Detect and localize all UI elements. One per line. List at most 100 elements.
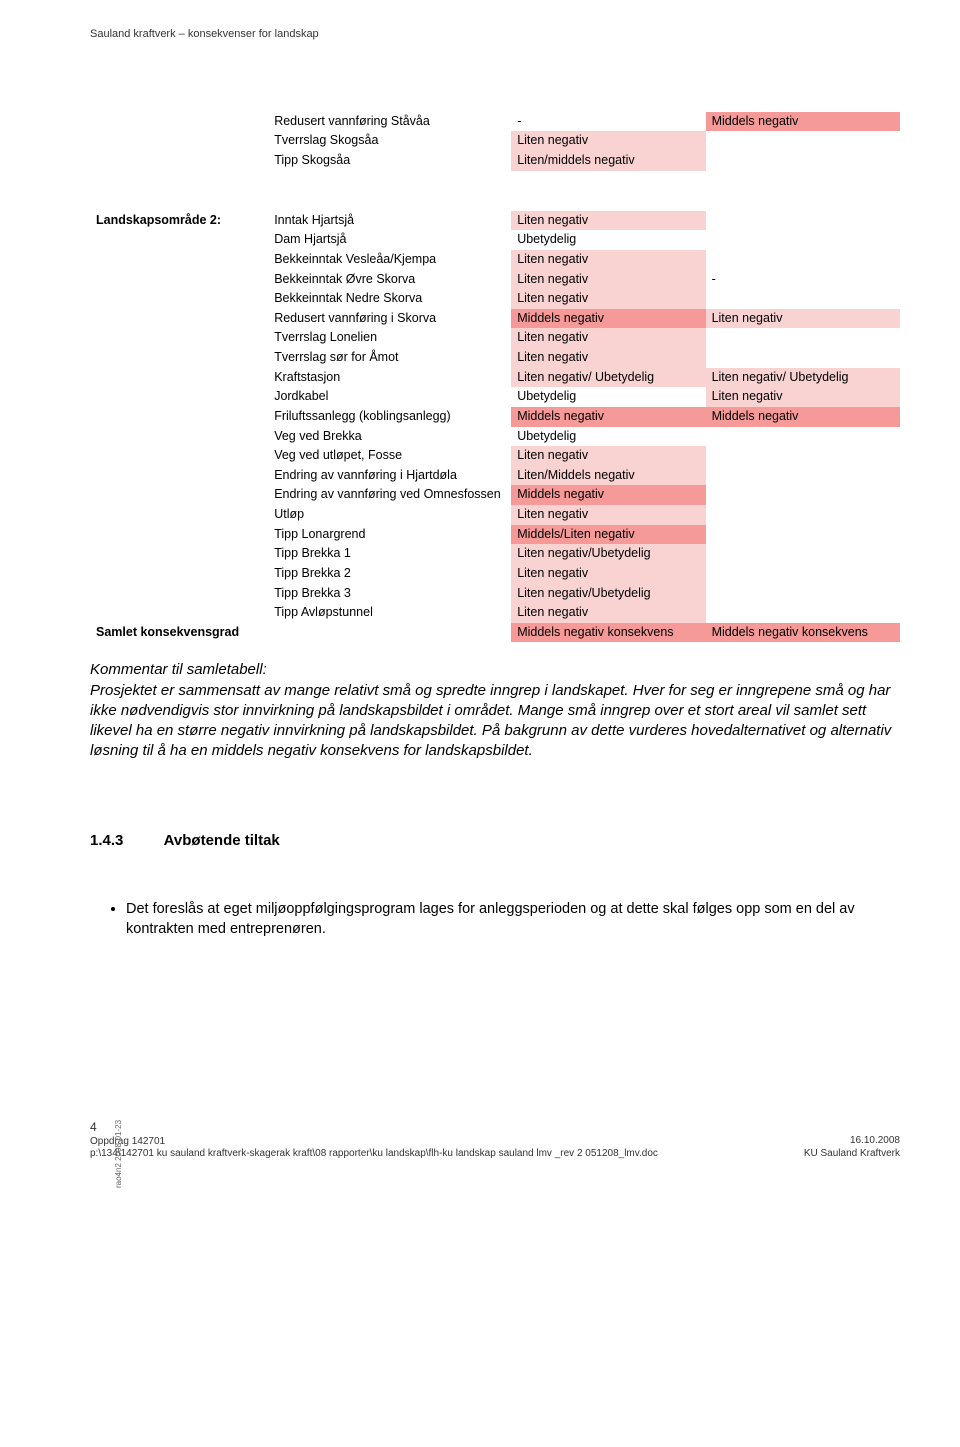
cell-label: Samlet konsekvensgrad bbox=[90, 623, 268, 643]
table-row: Tipp Brekka 3Liten negativ/Ubetydelig bbox=[90, 584, 900, 604]
cell-item: Tipp Brekka 1 bbox=[268, 544, 511, 564]
cell-item: Bekkeinntak Øvre Skorva bbox=[268, 270, 511, 290]
table-row: Bekkeinntak Vesleåa/KjempaLiten negativ bbox=[90, 250, 900, 270]
cell-value-main: Liten negativ/Ubetydelig bbox=[511, 584, 705, 604]
cell-item: Redusert vannføring i Skorva bbox=[268, 309, 511, 329]
cell-label bbox=[90, 250, 268, 270]
table-1: Redusert vannføring Ståvåa-Middels negat… bbox=[90, 112, 900, 171]
section-title: Avbøtende tiltak bbox=[164, 832, 280, 849]
table-row: Tipp LonargrendMiddels/Liten negativ bbox=[90, 525, 900, 545]
table-row: Bekkeinntak Øvre SkorvaLiten negativ- bbox=[90, 270, 900, 290]
cell-item: Endring av vannføring ved Omnesfossen bbox=[268, 485, 511, 505]
page-header: Sauland kraftverk – konsekvenser for lan… bbox=[90, 28, 900, 42]
cell-value-main: Middels negativ bbox=[511, 309, 705, 329]
commentary-lead: Kommentar til samletabell: bbox=[90, 661, 267, 678]
cell-value-alt bbox=[706, 348, 900, 368]
cell-label bbox=[90, 368, 268, 388]
cell-label: Landskapsområde 2: bbox=[90, 211, 268, 231]
commentary-body: Prosjektet er sammensatt av mange relati… bbox=[90, 682, 891, 760]
table-2: Landskapsområde 2:Inntak HjartsjåLiten n… bbox=[90, 211, 900, 643]
cell-value-main: Liten negativ bbox=[511, 211, 705, 231]
cell-label bbox=[90, 289, 268, 309]
table-row: Tipp Brekka 1Liten negativ/Ubetydelig bbox=[90, 544, 900, 564]
cell-item: Dam Hjartsjå bbox=[268, 230, 511, 250]
cell-value-alt: - bbox=[706, 270, 900, 290]
page-footer: 4 Oppdrag 142701 p:\134\142701 ku saulan… bbox=[90, 1120, 900, 1160]
cell-item: Bekkeinntak Nedre Skorva bbox=[268, 289, 511, 309]
cell-label bbox=[90, 427, 268, 447]
cell-label bbox=[90, 387, 268, 407]
cell-label bbox=[90, 348, 268, 368]
cell-value-alt: Liten negativ/ Ubetydelig bbox=[706, 368, 900, 388]
cell-value-alt bbox=[706, 525, 900, 545]
cell-value-main: Middels negativ konsekvens bbox=[511, 623, 705, 643]
table-row: Tverrslag LonelienLiten negativ bbox=[90, 328, 900, 348]
table-row: KraftstasjonLiten negativ/ UbetydeligLit… bbox=[90, 368, 900, 388]
cell-item: Utløp bbox=[268, 505, 511, 525]
cell-value-main: Middels negativ bbox=[511, 407, 705, 427]
cell-item: Veg ved Brekka bbox=[268, 427, 511, 447]
cell-label bbox=[90, 525, 268, 545]
cell-value-alt bbox=[706, 505, 900, 525]
cell-value-alt bbox=[706, 544, 900, 564]
cell-value-alt bbox=[706, 584, 900, 604]
table-row: Tipp AvløpstunnelLiten negativ bbox=[90, 603, 900, 623]
table-row: Dam HjartsjåUbetydelig bbox=[90, 230, 900, 250]
cell-label bbox=[90, 309, 268, 329]
cell-value-main: Ubetydelig bbox=[511, 387, 705, 407]
cell-label bbox=[90, 544, 268, 564]
cell-item: Kraftstasjon bbox=[268, 368, 511, 388]
cell-item: Tverrslag Lonelien bbox=[268, 328, 511, 348]
cell-label bbox=[90, 230, 268, 250]
cell-value-alt bbox=[706, 427, 900, 447]
cell-label bbox=[90, 131, 268, 151]
table-row: Endring av vannføring ved OmnesfossenMid… bbox=[90, 485, 900, 505]
table-row: Veg ved utløpet, FosseLiten negativ bbox=[90, 446, 900, 466]
bullet-item: Det foreslås at eget miljøoppfølgingspro… bbox=[126, 900, 900, 939]
cell-value-main: Liten negativ bbox=[511, 505, 705, 525]
cell-value-main: Liten negativ bbox=[511, 328, 705, 348]
cell-value-main: Liten negativ/Ubetydelig bbox=[511, 544, 705, 564]
cell-item: Endring av vannføring i Hjartdøla bbox=[268, 466, 511, 486]
table-row: Tverrslag SkogsåaLiten negativ bbox=[90, 131, 900, 151]
cell-item: Tipp Avløpstunnel bbox=[268, 603, 511, 623]
cell-label bbox=[90, 584, 268, 604]
cell-value-main: Ubetydelig bbox=[511, 230, 705, 250]
section-heading: 1.4.3 Avbøtende tiltak bbox=[90, 832, 900, 851]
cell-value-main: Middels negativ bbox=[511, 485, 705, 505]
page-number: 4 bbox=[90, 1120, 658, 1134]
cell-value-main: Liten negativ bbox=[511, 603, 705, 623]
cell-value-alt bbox=[706, 564, 900, 584]
cell-value-main: Middels/Liten negativ bbox=[511, 525, 705, 545]
table-row: Bekkeinntak Nedre SkorvaLiten negativ bbox=[90, 289, 900, 309]
cell-value-main: Ubetydelig bbox=[511, 427, 705, 447]
cell-label bbox=[90, 603, 268, 623]
table-row: Friluftssanlegg (koblingsanlegg)Middels … bbox=[90, 407, 900, 427]
cell-label bbox=[90, 564, 268, 584]
commentary-block: Kommentar til samletabell: Prosjektet er… bbox=[90, 660, 900, 761]
cell-value-alt bbox=[706, 131, 900, 151]
cell-value-main: Liten negativ bbox=[511, 270, 705, 290]
cell-value-alt bbox=[706, 289, 900, 309]
cell-value-main: Liten negativ bbox=[511, 446, 705, 466]
cell-value-alt bbox=[706, 485, 900, 505]
cell-value-main: - bbox=[511, 112, 705, 132]
cell-item: Tverrslag Skogsåa bbox=[268, 131, 511, 151]
cell-value-main: Liten negativ/ Ubetydelig bbox=[511, 368, 705, 388]
cell-value-main: Liten negativ bbox=[511, 250, 705, 270]
cell-item: Friluftssanlegg (koblingsanlegg) bbox=[268, 407, 511, 427]
table-row: Redusert vannføring i SkorvaMiddels nega… bbox=[90, 309, 900, 329]
cell-value-alt bbox=[706, 603, 900, 623]
cell-item: Tipp Brekka 3 bbox=[268, 584, 511, 604]
cell-value-alt bbox=[706, 230, 900, 250]
cell-label bbox=[90, 407, 268, 427]
section-number: 1.4.3 bbox=[90, 832, 160, 851]
cell-item: Tverrslag sør for Åmot bbox=[268, 348, 511, 368]
table-row: Tipp Brekka 2Liten negativ bbox=[90, 564, 900, 584]
table-row: UtløpLiten negativ bbox=[90, 505, 900, 525]
cell-item bbox=[268, 623, 511, 643]
cell-value-alt: Liten negativ bbox=[706, 309, 900, 329]
cell-item: Inntak Hjartsjå bbox=[268, 211, 511, 231]
table-row: Samlet konsekvensgrad Middels negativ kon… bbox=[90, 623, 900, 643]
footer-date: 16.10.2008 bbox=[804, 1134, 900, 1147]
